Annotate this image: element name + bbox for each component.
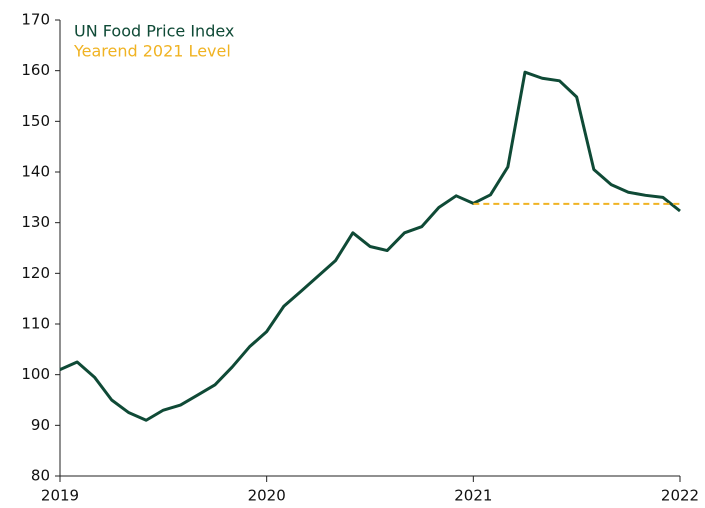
y-tick-label: 120: [21, 264, 50, 282]
y-tick-label: 140: [21, 163, 50, 181]
x-tick-label: 2021: [454, 487, 492, 505]
y-tick-label: 100: [21, 365, 50, 383]
y-tick-label: 90: [31, 416, 50, 434]
legend-entry: UN Food Price Index: [74, 22, 234, 41]
legend-entry: Yearend 2021 Level: [73, 42, 231, 61]
y-tick-label: 170: [21, 11, 50, 29]
y-tick-label: 80: [31, 467, 50, 485]
y-tick-label: 160: [21, 61, 50, 79]
y-tick-label: 150: [21, 112, 50, 130]
x-tick-label: 2020: [248, 487, 286, 505]
y-tick-label: 110: [21, 315, 50, 333]
x-tick-label: 2022: [661, 487, 699, 505]
series-line: [59, 70, 681, 422]
y-tick-label: 130: [21, 213, 50, 231]
x-tick-label: 2019: [41, 487, 79, 505]
